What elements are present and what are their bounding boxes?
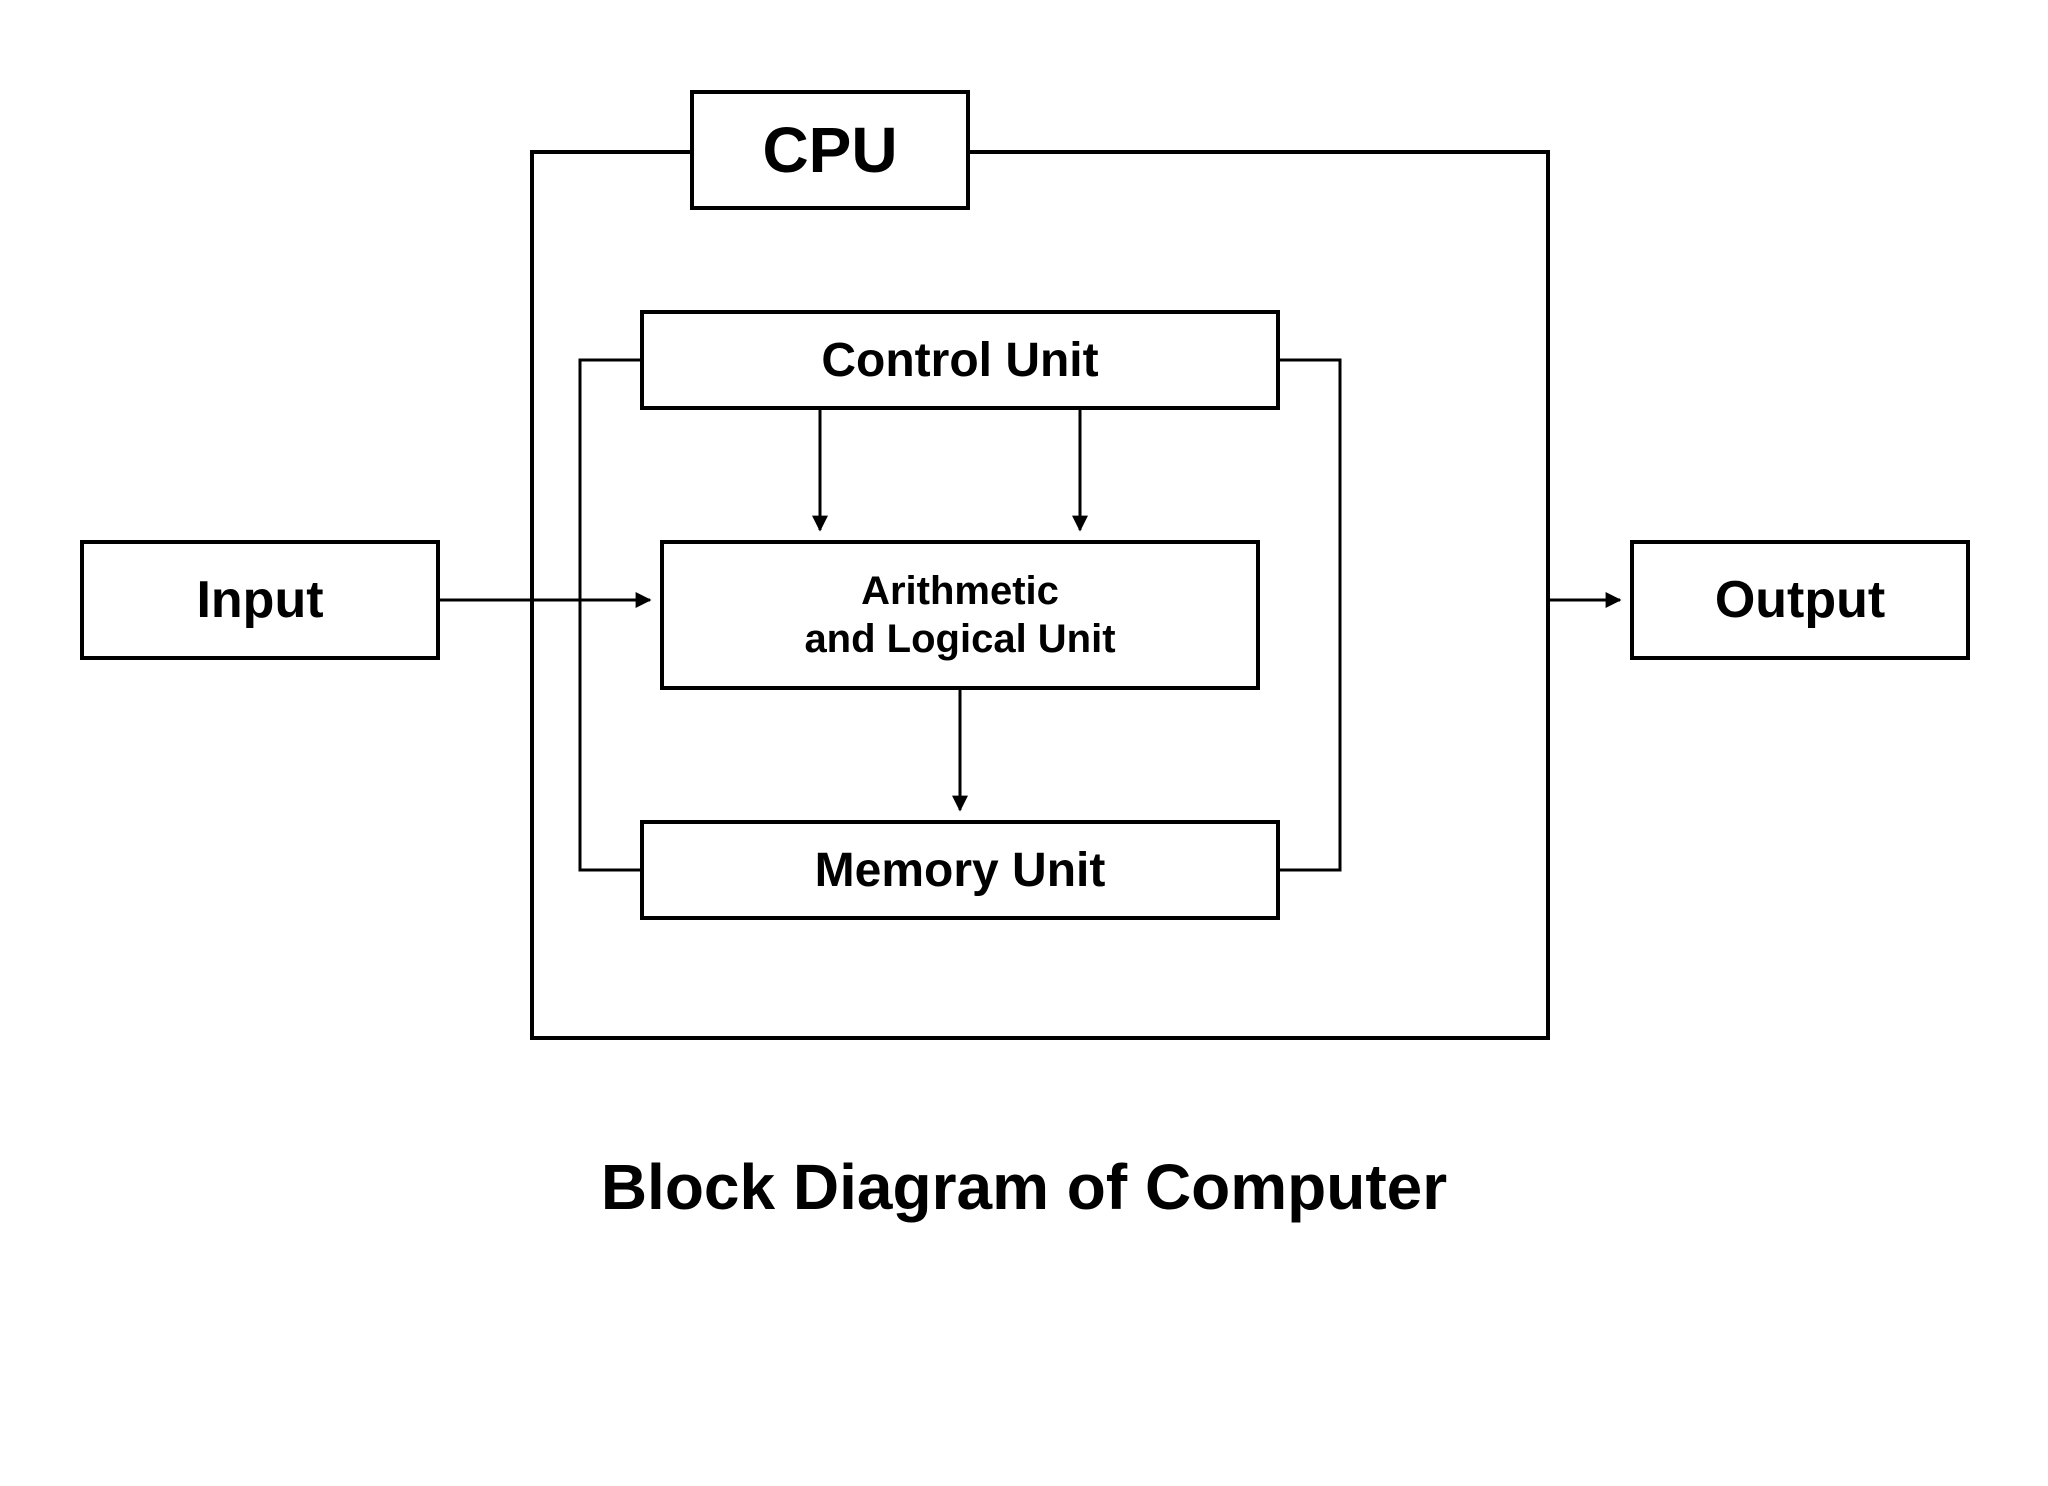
caption-text: Block Diagram of Computer [601,1151,1447,1223]
memory-unit-label: Memory Unit [815,843,1106,898]
output-label: Output [1715,570,1885,630]
cpu-label-box: CPU [690,90,970,210]
control-unit-label: Control Unit [821,333,1098,388]
control-unit-box: Control Unit [640,310,1280,410]
output-box: Output [1630,540,1970,660]
alu-label: Arithmetic and Logical Unit [804,567,1115,663]
memory-unit-box: Memory Unit [640,820,1280,920]
alu-box: Arithmetic and Logical Unit [660,540,1260,690]
input-box: Input [80,540,440,660]
diagram-caption: Block Diagram of Computer [0,1150,2048,1224]
alu-label-line1: Arithmetic [804,567,1115,615]
cpu-label: CPU [762,113,897,187]
diagram-canvas: CPU Control Unit Arithmetic and Logical … [0,0,2048,1486]
alu-label-line2: and Logical Unit [804,615,1115,663]
input-label: Input [196,570,323,630]
